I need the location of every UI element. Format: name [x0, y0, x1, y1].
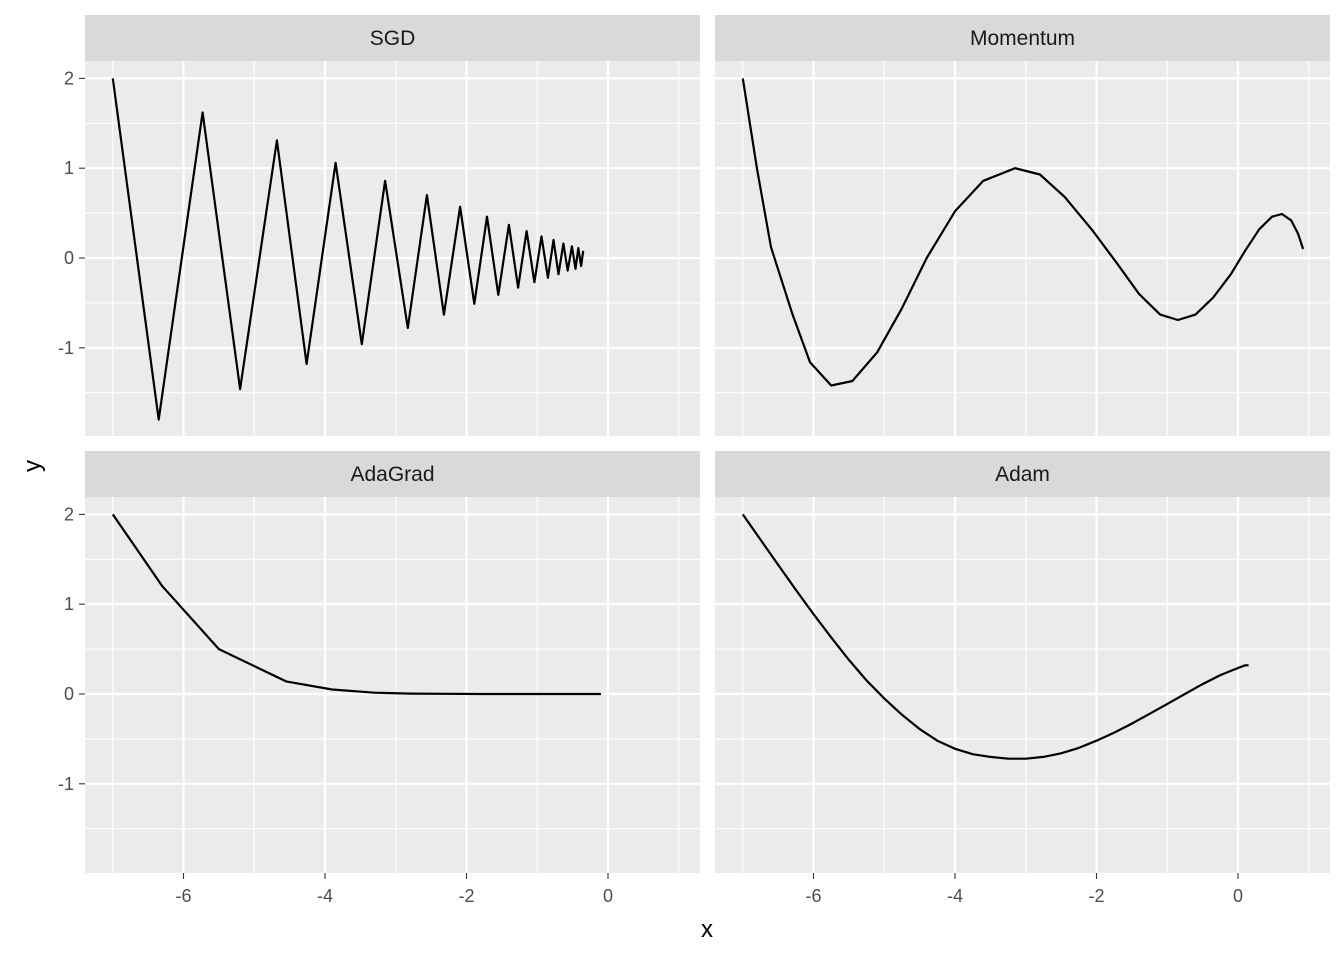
y-tick-label: 0 — [64, 248, 74, 268]
x-tick-label: -6 — [805, 886, 821, 906]
facet-strip-title: Momentum — [970, 27, 1075, 50]
series-line — [111, 78, 585, 421]
facet-strip — [715, 15, 1330, 61]
facet-strip-title: SGD — [370, 27, 416, 50]
x-tick-label: -4 — [317, 886, 333, 906]
facet-strip — [715, 451, 1330, 497]
panels-layer: SGD -1 0 1 2 Momentum AdaGrad -1 0 1 2 -6 -4 -2 0 Adam -… — [58, 15, 1330, 906]
facet-panel: SGD -1 0 1 2 — [58, 15, 700, 436]
x-tick-label: -2 — [458, 886, 474, 906]
y-axis-title: y — [19, 460, 46, 472]
y-tick-label: 1 — [64, 158, 74, 178]
facet-strip-title: Adam — [995, 463, 1050, 486]
series-line — [741, 78, 1305, 387]
facet-panel: Adam -6 -4 -2 0 — [715, 451, 1330, 906]
x-tick-label: -2 — [1088, 886, 1104, 906]
y-tick-label: 2 — [64, 68, 74, 88]
series-line — [741, 513, 1249, 760]
x-tick-label: -6 — [175, 886, 191, 906]
series-line — [111, 513, 601, 696]
y-tick-label: -1 — [58, 338, 74, 358]
x-tick-label: -4 — [947, 886, 963, 906]
y-tick-label: 0 — [64, 684, 74, 704]
x-tick-label: 0 — [603, 886, 613, 906]
y-tick-label: -1 — [58, 774, 74, 794]
x-tick-label: 0 — [1233, 886, 1243, 906]
y-tick-label: 1 — [64, 594, 74, 614]
facet-panel: AdaGrad -1 0 1 2 -6 -4 -2 0 — [58, 451, 700, 906]
facet-panel: Momentum — [715, 15, 1330, 436]
facet-strip — [85, 15, 700, 61]
facet-strip — [85, 451, 700, 497]
y-tick-label: 2 — [64, 504, 74, 524]
facet-strip-title: AdaGrad — [350, 463, 434, 486]
x-axis-title: x — [701, 916, 713, 943]
